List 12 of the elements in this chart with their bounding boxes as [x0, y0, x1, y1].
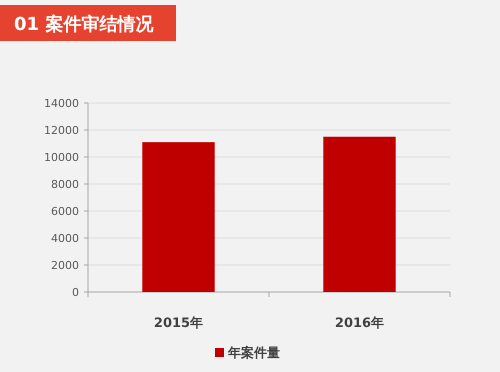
y-tick-label: 0 — [72, 286, 79, 299]
y-tick-label: 8000 — [51, 178, 79, 191]
legend-label: 年案件量 — [227, 345, 280, 361]
y-tick-label: 2000 — [51, 259, 79, 272]
x-tick-label: 2016年 — [334, 316, 384, 331]
chart-title: 01 案件审结情况 — [14, 14, 154, 35]
y-tick-label: 12000 — [44, 124, 79, 137]
y-tick-label: 4000 — [51, 232, 79, 245]
x-tick-label: 2015年 — [154, 316, 204, 331]
y-tick-label: 6000 — [51, 205, 79, 218]
y-tick-label: 10000 — [44, 151, 79, 164]
y-tick-label: 14000 — [44, 97, 79, 110]
